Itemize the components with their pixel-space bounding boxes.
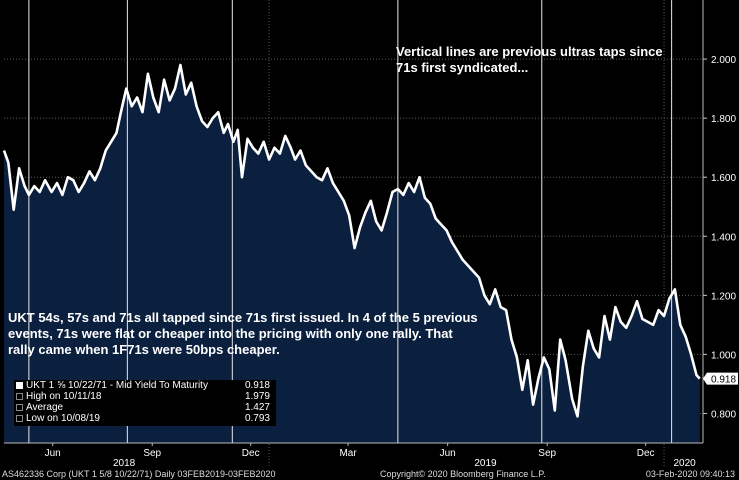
y-tick-label: 0.800: [711, 409, 736, 420]
legend: UKT 1 ⅝ 10/22/71 - Mid Yield To Maturity…: [14, 380, 276, 426]
x-year-label: 2018: [113, 458, 136, 469]
legend-value-average: 1.427: [244, 402, 270, 413]
legend-swatch-high: [16, 393, 23, 400]
x-tick-label: Mar: [339, 448, 357, 459]
annotation-taps-summary: UKT 54s, 57s and 71s all tapped since 71…: [8, 310, 478, 357]
x-year-label: 2020: [673, 458, 696, 469]
x-tick-label: Sep: [143, 448, 161, 459]
footer-timestamp: 03-Feb-2020 09:40:13: [645, 469, 735, 479]
x-tick-label: Dec: [242, 448, 260, 459]
legend-label-low: Low on 10/08/19: [26, 413, 100, 424]
legend-swatch-white: [16, 382, 23, 389]
footer: AS462336 Corp (UKT 1 5/8 10/22/71) Daily…: [0, 469, 739, 480]
x-tick-label: Jun: [440, 448, 456, 459]
legend-value-high: 1.979: [244, 391, 270, 402]
y-tick-label: 1.200: [711, 291, 736, 302]
series-line: [2, 63, 701, 418]
x-year-label: 2019: [474, 458, 497, 469]
legend-row-low: Low on 10/08/19 0.793: [14, 413, 276, 424]
legend-swatch-average: [16, 404, 23, 411]
legend-value-series: 0.918: [244, 380, 270, 391]
footer-copyright: Copyright© 2020 Bloomberg Finance L.P.: [380, 469, 546, 479]
legend-label-high: High on 10/11/18: [26, 391, 102, 402]
y-tick-label: 1.400: [711, 232, 736, 243]
x-tick-label: Sep: [538, 448, 556, 459]
y-tick-label: 1.000: [711, 350, 736, 361]
last-value-label: 0.918: [711, 375, 736, 386]
legend-row-series: UKT 1 ⅝ 10/22/71 - Mid Yield To Maturity…: [14, 380, 276, 391]
legend-label-average: Average: [26, 402, 64, 413]
y-tick-label: 2.000: [711, 55, 736, 66]
y-tick-label: 1.600: [711, 173, 736, 184]
y-tick-label: 1.800: [711, 114, 736, 125]
legend-row-high: High on 10/11/18 1.979: [14, 391, 276, 402]
legend-row-average: Average 1.427: [14, 402, 276, 413]
legend-value-low: 0.793: [244, 413, 270, 424]
axes: 2.000 1.800 1.600 1.400 1.200 1.000 0.800 Jun Se…: [4, 0, 738, 469]
series-area-fill: [4, 65, 700, 443]
last-value-marker: [703, 372, 738, 385]
legend-label-series: UKT 1 ⅝ 10/22/71 - Mid Yield To Maturity: [26, 380, 208, 391]
footer-security-info: AS462336 Corp (UKT 1 5/8 10/22/71) Daily…: [2, 469, 276, 479]
x-tick-label: Jun: [45, 448, 61, 459]
x-tick-label: Dec: [637, 448, 655, 459]
legend-swatch-low: [16, 415, 23, 422]
annotation-vertical-lines: Vertical lines are previous ultras taps …: [396, 44, 663, 75]
